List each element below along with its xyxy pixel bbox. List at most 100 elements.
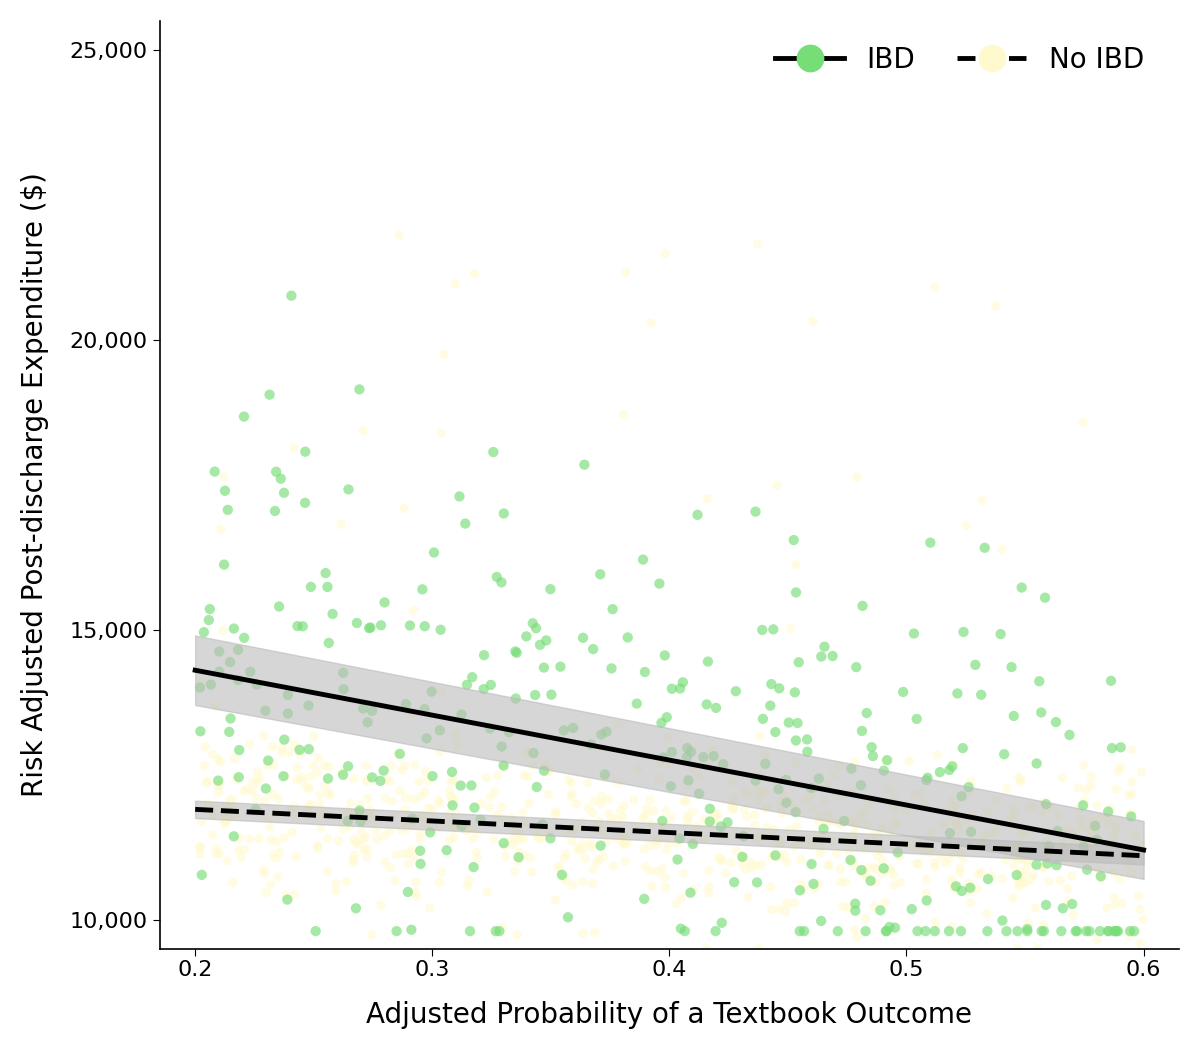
Point bbox=[250, 804, 269, 821]
Point bbox=[652, 714, 671, 731]
Point bbox=[785, 838, 804, 855]
Point bbox=[746, 503, 766, 520]
Point bbox=[1009, 849, 1028, 866]
Point bbox=[653, 860, 672, 877]
Point bbox=[284, 886, 304, 903]
Point bbox=[278, 706, 298, 722]
Point bbox=[635, 890, 654, 907]
Point bbox=[905, 625, 924, 642]
Point bbox=[829, 815, 848, 832]
Point bbox=[223, 875, 242, 891]
Point bbox=[1118, 846, 1138, 863]
Point bbox=[528, 827, 547, 844]
Point bbox=[1018, 921, 1037, 938]
Point bbox=[377, 771, 396, 788]
Point bbox=[234, 408, 253, 425]
Point bbox=[1074, 797, 1093, 814]
Point bbox=[830, 786, 850, 803]
Point bbox=[950, 864, 970, 881]
Point bbox=[428, 792, 448, 809]
Point bbox=[776, 772, 796, 789]
Point bbox=[467, 825, 486, 842]
Point bbox=[781, 621, 800, 637]
Point bbox=[1105, 896, 1124, 912]
Point bbox=[503, 832, 522, 848]
Point bbox=[942, 872, 961, 888]
Point bbox=[371, 773, 390, 790]
Point bbox=[562, 775, 581, 792]
Point bbox=[834, 813, 853, 830]
Point bbox=[962, 805, 982, 822]
Point bbox=[470, 812, 490, 828]
Point bbox=[672, 889, 691, 906]
Point bbox=[246, 801, 265, 818]
Point bbox=[787, 818, 806, 835]
Point bbox=[641, 792, 660, 809]
Point bbox=[211, 754, 230, 771]
Point bbox=[403, 602, 422, 618]
Point bbox=[863, 748, 882, 764]
Point bbox=[1067, 923, 1086, 940]
Point bbox=[996, 852, 1015, 868]
Point bbox=[748, 792, 767, 809]
Point bbox=[227, 771, 246, 788]
Point bbox=[292, 769, 311, 785]
Point bbox=[557, 873, 576, 889]
Point bbox=[250, 770, 269, 786]
Point bbox=[430, 819, 449, 836]
Point bbox=[215, 556, 234, 573]
Point bbox=[557, 845, 576, 862]
Point bbox=[662, 680, 682, 697]
Point bbox=[865, 859, 884, 876]
Point bbox=[353, 803, 372, 820]
Point bbox=[992, 870, 1012, 887]
Point bbox=[944, 876, 964, 892]
Point bbox=[712, 818, 731, 835]
Point bbox=[382, 758, 401, 775]
Point bbox=[722, 799, 742, 816]
Point bbox=[1062, 867, 1081, 884]
Point bbox=[258, 752, 277, 769]
Point bbox=[624, 792, 643, 809]
Point bbox=[362, 769, 382, 785]
Point bbox=[683, 803, 702, 820]
Point bbox=[358, 841, 377, 858]
Point bbox=[407, 874, 426, 890]
Point bbox=[431, 795, 450, 812]
Point bbox=[804, 782, 823, 799]
Point bbox=[733, 848, 752, 865]
Point bbox=[462, 777, 481, 794]
Point bbox=[762, 848, 781, 865]
Point bbox=[694, 749, 713, 765]
Point bbox=[698, 884, 718, 901]
Point bbox=[390, 782, 409, 799]
Point bbox=[257, 780, 276, 797]
Point bbox=[284, 440, 304, 457]
Point bbox=[1027, 857, 1046, 874]
Point bbox=[769, 781, 788, 798]
Point bbox=[203, 826, 222, 843]
Point bbox=[388, 746, 407, 762]
Point bbox=[926, 915, 946, 931]
Point bbox=[635, 664, 654, 680]
Point bbox=[599, 805, 618, 822]
Point bbox=[229, 769, 248, 785]
Point bbox=[856, 923, 875, 940]
Point bbox=[529, 831, 548, 847]
Point bbox=[191, 722, 210, 739]
Point bbox=[1126, 826, 1145, 843]
Point bbox=[738, 888, 757, 905]
Point bbox=[486, 923, 505, 940]
Point bbox=[1080, 923, 1099, 940]
Point bbox=[444, 830, 463, 846]
Point bbox=[254, 865, 274, 882]
Point bbox=[881, 824, 900, 841]
Point bbox=[1076, 782, 1096, 799]
Point bbox=[858, 816, 877, 833]
Point bbox=[264, 757, 283, 774]
Point bbox=[810, 845, 829, 862]
Point bbox=[875, 894, 894, 910]
Point bbox=[997, 923, 1016, 940]
Point bbox=[811, 648, 830, 665]
Point bbox=[215, 800, 234, 817]
